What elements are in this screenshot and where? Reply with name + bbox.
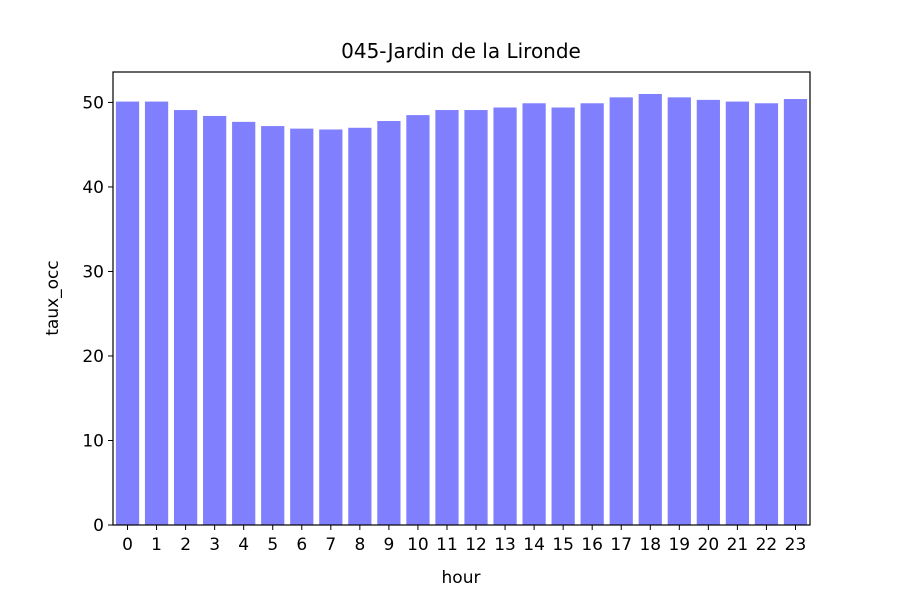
x-tick-label: 9 xyxy=(383,535,394,555)
x-tick-label: 12 xyxy=(465,535,487,555)
x-tick-label: 7 xyxy=(325,535,336,555)
bar-hour-17 xyxy=(609,97,633,525)
x-tick-label: 6 xyxy=(296,535,307,555)
bar-hour-18 xyxy=(638,93,662,525)
x-tick-label: 19 xyxy=(668,535,690,555)
bar-hour-23 xyxy=(783,99,808,525)
x-tick-label: 16 xyxy=(581,535,603,555)
y-tick-label: 30 xyxy=(82,262,104,282)
x-tick-label: 14 xyxy=(523,535,545,555)
bar-hour-19 xyxy=(667,97,691,525)
bar-hour-12 xyxy=(464,110,488,525)
x-tick-label: 8 xyxy=(354,535,365,555)
x-tick-label: 23 xyxy=(785,535,807,555)
bar-hour-13 xyxy=(493,107,517,525)
bar-hour-10 xyxy=(406,115,430,525)
bar-hour-20 xyxy=(696,99,720,525)
bar-hour-0 xyxy=(115,101,140,525)
y-tick-label: 0 xyxy=(93,516,104,536)
bar-hour-11 xyxy=(435,110,459,525)
x-tick-label: 22 xyxy=(756,535,778,555)
x-tick-label: 13 xyxy=(494,535,516,555)
y-tick-label: 40 xyxy=(82,178,104,198)
x-tick-label: 5 xyxy=(267,535,278,555)
bars-group xyxy=(115,93,808,526)
bar-hour-15 xyxy=(551,107,575,525)
x-tick-label: 10 xyxy=(407,535,429,555)
y-tick-label: 10 xyxy=(82,431,104,451)
bar-hour-6 xyxy=(290,128,314,526)
x-tick-label: 3 xyxy=(209,535,220,555)
x-tick-label: 17 xyxy=(610,535,632,555)
bar-hour-8 xyxy=(348,127,372,525)
bar-hour-22 xyxy=(754,103,779,526)
x-tick-label: 15 xyxy=(552,535,574,555)
x-axis-ticks: 0 1 2 3 4 5 6 7 8 9 10 11 12 13 14 15 16 17 18 19 20 21 22 23 xyxy=(122,525,806,555)
bar-hour-3 xyxy=(203,115,227,525)
bar-hour-2 xyxy=(173,110,198,525)
y-axis-label: taux_occ xyxy=(43,260,63,336)
bar-hour-9 xyxy=(377,121,401,526)
chart-title: 045-Jardin de la Lironde xyxy=(341,39,581,63)
x-tick-label: 18 xyxy=(639,535,661,555)
bar-hour-16 xyxy=(580,103,604,526)
x-tick-label: 11 xyxy=(436,535,458,555)
bar-hour-4 xyxy=(232,121,256,526)
x-tick-label: 2 xyxy=(180,535,191,555)
bar-hour-5 xyxy=(261,126,285,525)
bar-hour-7 xyxy=(319,129,343,525)
axes-frame xyxy=(112,71,811,526)
bar-hour-14 xyxy=(522,103,546,526)
x-tick-label: 4 xyxy=(238,535,249,555)
y-tick-label: 50 xyxy=(82,93,104,113)
y-axis-ticks: 0 10 20 30 40 50 xyxy=(82,93,113,536)
x-tick-label: 21 xyxy=(727,535,749,555)
x-tick-label: 1 xyxy=(151,535,162,555)
bar-hour-1 xyxy=(144,101,169,525)
y-tick-label: 20 xyxy=(82,347,104,367)
bar-hour-21 xyxy=(725,101,750,525)
x-tick-label: 0 xyxy=(122,535,133,555)
x-axis-label: hour xyxy=(442,568,481,588)
x-tick-label: 20 xyxy=(698,535,720,555)
